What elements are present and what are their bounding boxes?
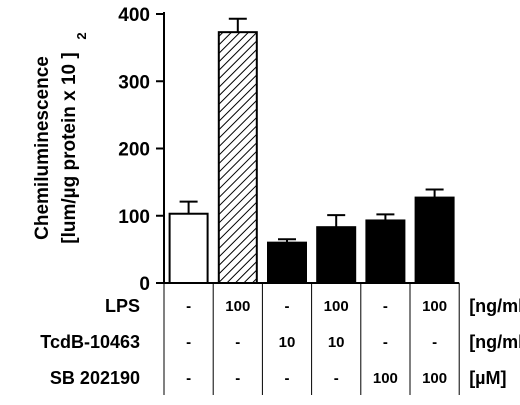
condition-cell: - bbox=[186, 298, 191, 315]
condition-cell: - bbox=[285, 370, 290, 387]
axes: 0 100 200 300 400 bbox=[118, 5, 460, 295]
y-tick-label: 200 bbox=[118, 140, 150, 161]
condition-cell: - bbox=[383, 298, 388, 315]
condition-unit: [ng/ml] bbox=[469, 296, 520, 316]
y-tick-label: 400 bbox=[118, 5, 150, 26]
condition-table: LPS - 100 - 100 - 100 [ng/ml] TcdB-10463 - - 10 10 - -… bbox=[40, 283, 520, 395]
y-axis-label-line1: Chemiluminescence bbox=[32, 56, 53, 240]
condition-label: SB 202190 bbox=[50, 368, 140, 388]
bar bbox=[414, 196, 455, 284]
bar bbox=[365, 219, 406, 285]
condition-unit: [ng/ml] bbox=[469, 332, 520, 352]
y-tick-label: 100 bbox=[118, 207, 150, 228]
y-axis-label: Chemiluminescence [lum/µg protein x 10 ]… bbox=[32, 32, 89, 243]
condition-cell: 100 bbox=[225, 298, 250, 315]
condition-cell: 100 bbox=[422, 298, 447, 315]
condition-cell: 100 bbox=[324, 298, 349, 315]
condition-cell: 100 bbox=[373, 370, 398, 387]
condition-cell: 10 bbox=[328, 334, 345, 351]
y-axis-label-superscript: 2 bbox=[74, 32, 89, 39]
bar bbox=[217, 31, 258, 284]
condition-cell: - bbox=[235, 334, 240, 351]
condition-cell: - bbox=[186, 334, 191, 351]
bars bbox=[168, 17, 455, 285]
condition-unit: [µM] bbox=[469, 368, 506, 388]
y-tick-label: 300 bbox=[118, 72, 150, 93]
y-axis-label-line2: [lum/µg protein x 10 ] bbox=[59, 52, 80, 243]
y-tick-label: 0 bbox=[139, 274, 150, 295]
bar bbox=[316, 226, 357, 284]
condition-cell: - bbox=[383, 334, 388, 351]
condition-cell: 10 bbox=[279, 334, 296, 351]
condition-cell: - bbox=[235, 370, 240, 387]
condition-label: TcdB-10463 bbox=[40, 332, 140, 352]
condition-cell: 100 bbox=[422, 370, 447, 387]
condition-label: LPS bbox=[105, 296, 140, 316]
bar bbox=[168, 212, 209, 284]
condition-cell: - bbox=[334, 370, 339, 387]
bar bbox=[267, 241, 307, 284]
condition-cell: - bbox=[186, 370, 191, 387]
condition-cell: - bbox=[285, 298, 290, 315]
condition-cell: - bbox=[432, 334, 437, 351]
